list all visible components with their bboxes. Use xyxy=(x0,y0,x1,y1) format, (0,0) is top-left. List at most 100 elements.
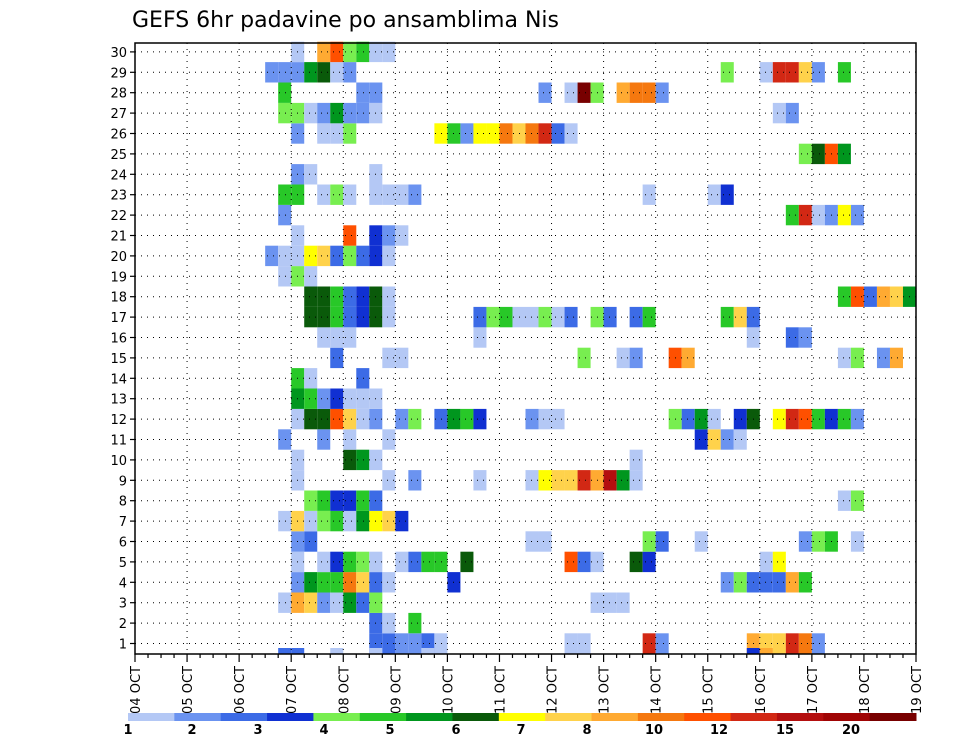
heatmap-cell xyxy=(395,510,409,532)
heatmap-cell xyxy=(434,408,448,430)
heatmap-cell xyxy=(863,286,877,307)
y-tick-label: 1 xyxy=(119,638,127,653)
heatmap-cell xyxy=(343,306,357,328)
heatmap-cell xyxy=(317,184,331,205)
heatmap-cell xyxy=(265,62,279,83)
heatmap-cell xyxy=(343,449,357,471)
heatmap-cell xyxy=(798,204,812,226)
heatmap-cell xyxy=(356,449,370,471)
heatmap-cell xyxy=(811,62,825,83)
heatmap-cell xyxy=(408,633,422,654)
heatmap-cell xyxy=(369,648,383,654)
heatmap-cell xyxy=(499,123,513,144)
colorbar-swatch xyxy=(313,713,361,721)
heatmap-cell xyxy=(304,388,318,409)
heatmap-cell xyxy=(278,245,292,267)
heatmap-cell xyxy=(772,633,786,654)
heatmap-cell xyxy=(499,306,513,328)
heatmap-cell xyxy=(356,490,370,511)
y-tick-label: 8 xyxy=(119,495,127,510)
heatmap-cell xyxy=(330,510,344,532)
heatmap-cell xyxy=(811,204,825,226)
heatmap-cell xyxy=(772,551,786,573)
heatmap-cell xyxy=(616,347,630,369)
heatmap-cell xyxy=(577,633,591,654)
heatmap-cell xyxy=(330,490,344,511)
heatmap-cell xyxy=(304,286,318,307)
y-tick-label: 18 xyxy=(110,291,127,306)
heatmap-cell xyxy=(343,102,357,124)
heatmap-cell xyxy=(538,408,552,430)
colorbar-swatch xyxy=(730,713,778,721)
heatmap-cell xyxy=(889,286,903,307)
heatmap-cell xyxy=(564,633,578,654)
heatmap-cell xyxy=(525,408,539,430)
heatmap-cell xyxy=(382,245,396,267)
colorbar-swatch xyxy=(869,713,917,721)
heatmap-cell xyxy=(772,102,786,124)
heatmap-cell xyxy=(317,123,331,144)
heatmap-cell xyxy=(616,470,630,491)
y-tick-label: 24 xyxy=(110,168,127,183)
heatmap-cell xyxy=(837,286,851,307)
heatmap-cell xyxy=(330,62,344,83)
x-tick-label: 13 OCT xyxy=(598,666,613,714)
heatmap-cell xyxy=(382,510,396,532)
heatmap-cell xyxy=(629,551,643,573)
colorbar-tick-label: 20 xyxy=(842,723,860,738)
heatmap-cell xyxy=(629,449,643,471)
heatmap-cell xyxy=(876,286,890,307)
x-tick-label: 15 OCT xyxy=(702,666,717,714)
heatmap-cell xyxy=(395,347,409,369)
heatmap-cell xyxy=(382,633,396,654)
x-tick-label: 19 OCT xyxy=(910,666,925,714)
heatmap-cells xyxy=(265,41,916,654)
heatmap-cell xyxy=(538,531,552,552)
heatmap-cell xyxy=(278,429,292,450)
heatmap-cell xyxy=(343,388,357,409)
heatmap-cell xyxy=(317,551,331,573)
heatmap-cell xyxy=(304,164,318,185)
heatmap-cell xyxy=(564,551,578,573)
y-tick-label: 16 xyxy=(110,332,127,347)
heatmap-cell xyxy=(408,408,422,430)
heatmap-cell xyxy=(356,41,370,63)
heatmap-cell xyxy=(837,143,851,165)
colorbar-swatch xyxy=(128,713,175,721)
x-tick-label: 05 OCT xyxy=(181,666,196,714)
x-tick-label: 16 OCT xyxy=(754,666,769,714)
colorbar-swatch xyxy=(637,713,685,721)
heatmap-cell xyxy=(837,408,851,430)
y-tick-label: 23 xyxy=(110,189,127,204)
heatmap-cell xyxy=(304,266,318,287)
colorbar-tick-label: 4 xyxy=(319,723,328,738)
heatmap-cell xyxy=(837,62,851,83)
x-tick-label: 12 OCT xyxy=(546,666,561,714)
heatmap-cell xyxy=(330,408,344,430)
colorbar-swatch xyxy=(220,713,268,721)
heatmap-cell xyxy=(343,408,357,430)
heatmap-cell xyxy=(785,408,799,430)
heatmap-cell xyxy=(356,592,370,613)
colorbar-swatch xyxy=(684,713,732,721)
heatmap-cell xyxy=(538,470,552,491)
heatmap-cell xyxy=(356,82,370,103)
heatmap-cell xyxy=(512,123,526,144)
heatmap-cell xyxy=(564,123,578,144)
heatmap-cell xyxy=(759,62,773,83)
heatmap-cell xyxy=(356,102,370,124)
colorbar-tick-label: 8 xyxy=(582,723,591,738)
heatmap-cell xyxy=(850,531,864,552)
heatmap-cell xyxy=(850,490,864,511)
heatmap-cell xyxy=(720,429,734,450)
heatmap-cell xyxy=(434,123,448,144)
heatmap-cell xyxy=(694,429,708,450)
grid-lines xyxy=(134,43,917,654)
heatmap-cell xyxy=(798,572,812,593)
y-tick-label: 15 xyxy=(110,352,127,367)
heatmap-cell xyxy=(642,82,656,103)
heatmap-cell xyxy=(850,347,864,369)
colorbar-tick-label: 10 xyxy=(645,723,663,738)
heatmap-cell xyxy=(837,347,851,369)
heatmap-cell xyxy=(382,429,396,450)
